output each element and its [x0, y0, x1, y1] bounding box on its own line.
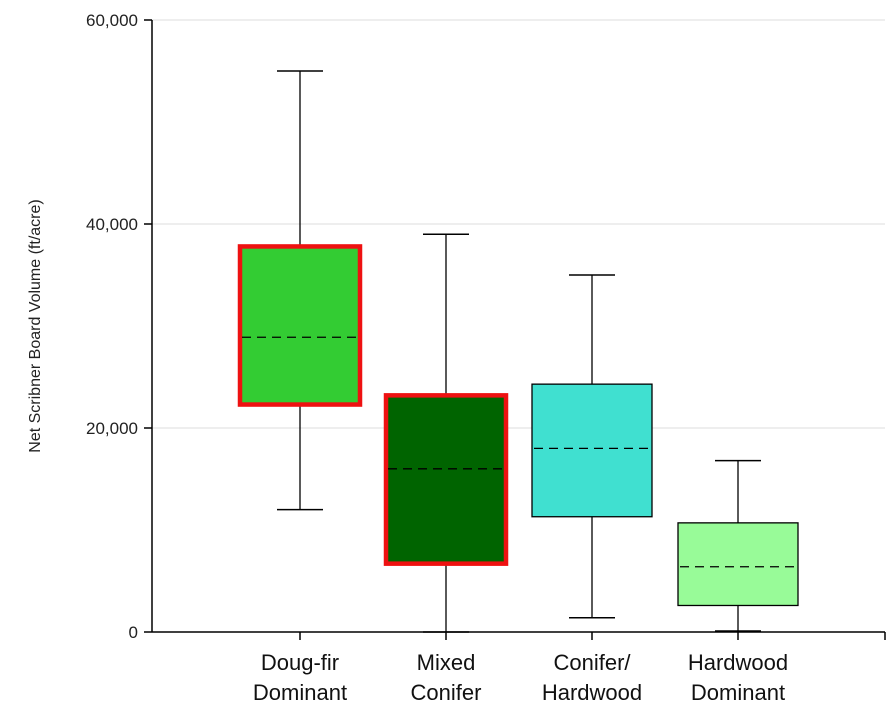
box-iqr — [240, 246, 360, 404]
y-tick-label: 60,000 — [86, 11, 138, 30]
box-group — [386, 234, 506, 632]
category-label-line2: Dominant — [691, 680, 785, 705]
y-tick-label: 20,000 — [86, 419, 138, 438]
category-label-line1: Doug-fir — [261, 650, 339, 675]
labels: 0 20,000 40,000 60,000 Net Scribner Board Vo… — [27, 11, 788, 705]
box-group — [240, 71, 360, 510]
box-group — [678, 461, 798, 631]
box-group — [532, 275, 652, 618]
category-label-line1: Mixed — [417, 650, 476, 675]
category-label-line2: Dominant — [253, 680, 347, 705]
box-iqr — [678, 523, 798, 606]
category-label-line2: Hardwood — [542, 680, 642, 705]
category-label-line1: Hardwood — [688, 650, 788, 675]
category-label-line1: Conifer/ — [553, 650, 631, 675]
category-label-line2: Conifer — [411, 680, 482, 705]
y-tick-label: 0 — [129, 623, 138, 642]
boxes — [240, 71, 798, 632]
box-iqr — [386, 395, 506, 563]
box-iqr — [532, 384, 652, 517]
y-axis-title: Net Scribner Board Volume (ft/acre) — [27, 199, 44, 452]
y-tick-label: 40,000 — [86, 215, 138, 234]
